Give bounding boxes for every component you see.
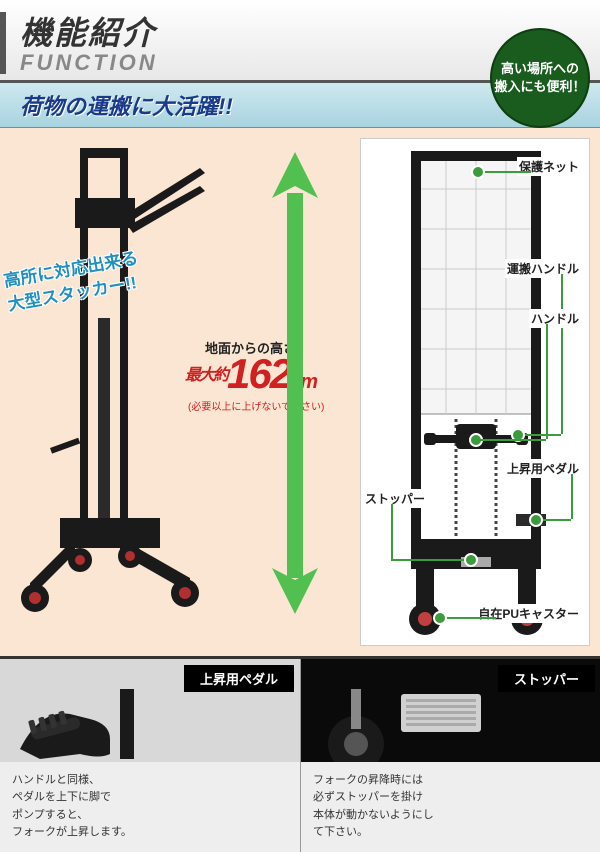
arrow-down-icon: [270, 566, 320, 616]
convenience-badge: 高い場所への 搬入にも便利！: [490, 28, 590, 128]
label-stopper: ストッパー: [363, 489, 427, 508]
bottom-cards: 上昇用ペダル ハンドルと同様、 ペダルを上下に脚で ポンプすると、 フォークが上…: [0, 656, 600, 852]
card-pedal: 上昇用ペダル ハンドルと同様、 ペダルを上下に脚で ポンプすると、 フォークが上…: [0, 659, 301, 852]
height-prefix: 最大約: [185, 367, 227, 384]
dot-icon: [471, 165, 485, 179]
card-pedal-text: ハンドルと同様、 ペダルを上下に脚で ポンプすると、 フォークが上昇します。: [0, 762, 300, 852]
label-carry-handle: 運搬ハンドル: [505, 259, 581, 278]
card-stopper-image: ストッパー: [301, 659, 600, 762]
right-panel: 保護ネット 運搬ハンドル ハンドル 上昇用ペダル ストッパー 自在PUキャスター: [360, 138, 590, 646]
label-net: 保護ネット: [517, 157, 581, 176]
label-lift-pedal: 上昇用ペダル: [505, 459, 581, 478]
stacker-rear-illustration: [361, 139, 591, 649]
header: 機能紹介 FUNCTION 高い場所への 搬入にも便利！: [0, 0, 600, 83]
label-caster: 自在PUキャスター: [476, 604, 581, 623]
dot-icon: [464, 553, 478, 567]
card-pedal-image: 上昇用ペダル: [0, 659, 300, 762]
card-pedal-title: 上昇用ペダル: [184, 665, 294, 692]
card-stopper-text: フォークの昇降時には 必ずストッパーを掛け 本体が動かないようにし て下さい。: [301, 762, 600, 852]
label-handle: ハンドル: [529, 309, 581, 328]
dot-icon: [433, 611, 447, 625]
arrow-shaft: [287, 193, 303, 578]
main-area: 高所に対応出来る 大型スタッカー!! 地面からの高さ 最大約162cm (必要以…: [0, 128, 600, 656]
card-stopper-title: ストッパー: [498, 665, 595, 692]
height-note: (必要以上に上げないで下さい): [188, 398, 324, 413]
left-panel: 高所に対応出来る 大型スタッカー!! 地面からの高さ 最大約162cm (必要以…: [10, 138, 352, 646]
stacker-illustration: [20, 138, 210, 618]
dot-icon: [529, 513, 543, 527]
accent-bar: [0, 12, 6, 74]
card-stopper: ストッパー フォークの昇降時には 必ずストッパーを掛け 本体が動かないようにし …: [301, 659, 600, 852]
